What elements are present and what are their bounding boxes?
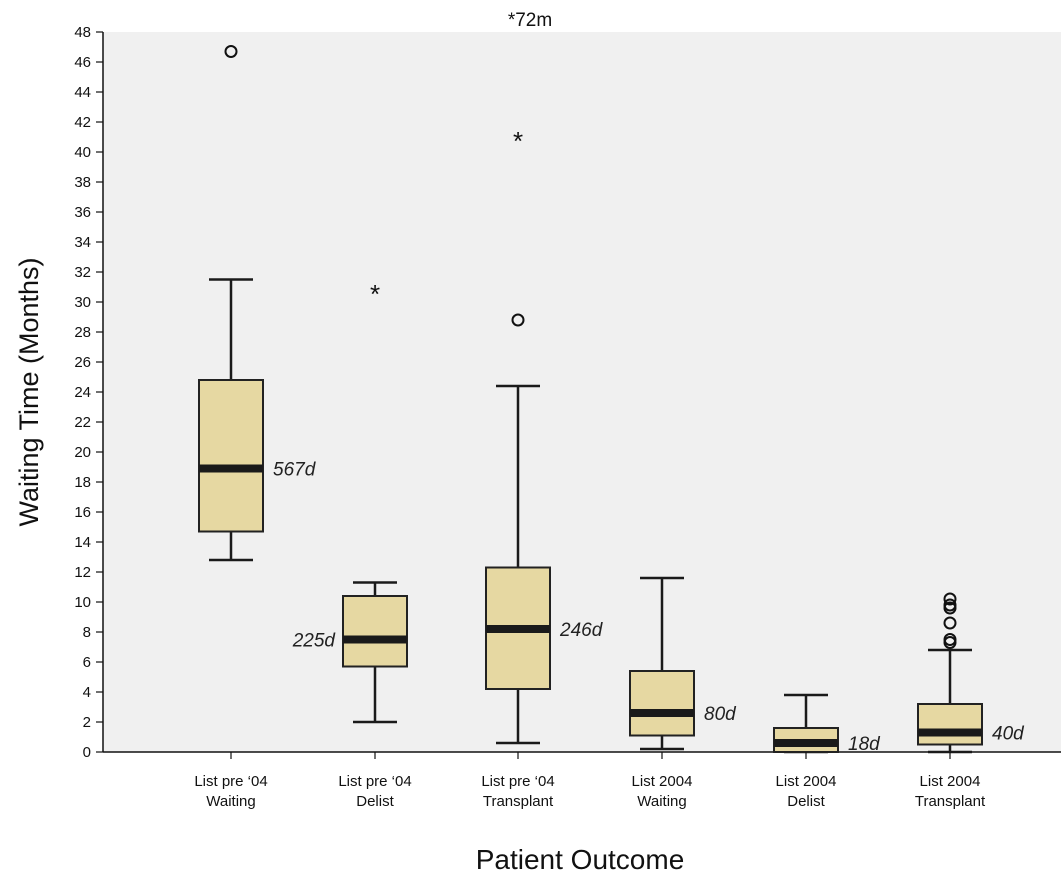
y-tick-label: 18	[74, 474, 91, 491]
category-label-line1: List 2004	[920, 773, 981, 790]
y-tick-label: 8	[83, 624, 91, 641]
y-tick-label: 40	[74, 144, 91, 161]
y-tick-label: 32	[74, 264, 91, 281]
category-label-line2: Waiting	[637, 793, 686, 810]
y-tick-label: 2	[83, 714, 91, 731]
median-label: 246d	[559, 620, 604, 641]
y-tick-label: 6	[83, 654, 91, 671]
box-group: 40d	[917, 592, 1025, 754]
y-tick-label: 10	[74, 594, 91, 611]
y-tick-label: 14	[74, 534, 91, 551]
category-label-line1: List pre ‘04	[194, 773, 267, 790]
category-label-line2: Transplant	[483, 793, 554, 810]
median-label: 225d	[292, 631, 337, 652]
y-tick-label: 36	[74, 204, 91, 221]
box-iqr	[917, 703, 983, 746]
box-iqr	[342, 595, 408, 668]
category-label-line1: List 2004	[776, 773, 837, 790]
median-label: 567d	[273, 460, 317, 481]
y-tick-label: 0	[83, 744, 91, 761]
y-tick-label: 20	[74, 444, 91, 461]
category-label-line2: Delist	[356, 793, 394, 810]
y-axis-title: Waiting Time (Months)	[14, 257, 44, 526]
y-tick-label: 4	[83, 684, 91, 701]
category-label-line2: Transplant	[915, 793, 986, 810]
y-tick-label: 16	[74, 504, 91, 521]
outlier-point	[943, 633, 957, 646]
box-group: 225d *	[292, 279, 408, 724]
y-tick-label: 44	[74, 84, 91, 101]
top-annotation: *72m	[508, 10, 552, 31]
y-tick-label: 42	[74, 114, 91, 131]
y-tick-label: 38	[74, 174, 91, 191]
median-label: 80d	[704, 704, 737, 725]
median-label: 40d	[992, 724, 1025, 745]
box-group: 80d	[629, 576, 737, 751]
outlier-point	[224, 45, 238, 58]
y-tick-label: 26	[74, 354, 91, 371]
extreme-marker: *	[513, 126, 523, 156]
y-tick-label: 48	[74, 24, 91, 41]
y-tick-label: 12	[74, 564, 91, 581]
y-tick-label: 28	[74, 324, 91, 341]
category-label-line1: List pre ‘04	[338, 773, 411, 790]
y-tick-label: 24	[74, 384, 91, 401]
category-label-line2: Delist	[787, 793, 825, 810]
box-group: 18d	[773, 693, 881, 755]
median-label: 18d	[848, 734, 881, 755]
y-tick-label: 34	[74, 234, 91, 251]
box-iqr	[629, 670, 695, 737]
y-tick-label: 22	[74, 414, 91, 431]
outlier-point	[511, 313, 525, 327]
y-tick-label: 30	[74, 294, 91, 311]
extreme-marker: *	[370, 279, 380, 309]
category-label-line2: Waiting	[206, 793, 255, 810]
box-group: 567d	[198, 45, 317, 562]
box-group: 246d *	[485, 126, 604, 745]
outlier-point	[943, 592, 957, 606]
x-axis-title: Patient Outcome	[476, 844, 685, 875]
category-label-line1: List 2004	[632, 773, 693, 790]
category-label-line1: List pre ‘04	[481, 773, 554, 790]
box-iqr	[198, 379, 264, 533]
outlier-point	[943, 616, 957, 630]
y-tick-label: 46	[74, 54, 91, 71]
outlier-point	[943, 598, 957, 612]
